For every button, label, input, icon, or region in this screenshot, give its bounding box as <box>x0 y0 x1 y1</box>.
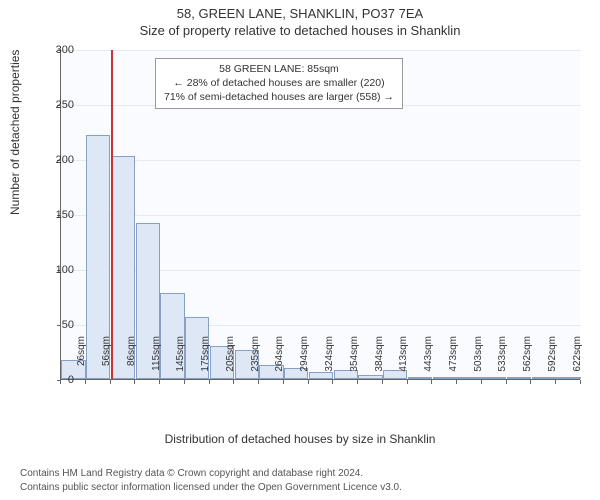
y-axis-label: Number of detached properties <box>8 50 22 215</box>
x-tick-mark <box>580 380 581 384</box>
x-tick-label: 562sqm <box>522 336 533 386</box>
x-tick-mark <box>159 380 160 384</box>
annotation-line-3: 71% of semi-detached houses are larger (… <box>164 90 394 104</box>
x-tick-mark <box>357 380 358 384</box>
y-tick-label: 50 <box>34 319 74 331</box>
footer-attribution: Contains HM Land Registry data © Crown c… <box>20 467 402 494</box>
y-tick-label: 100 <box>34 264 74 276</box>
y-tick-label: 150 <box>34 209 74 221</box>
x-tick-mark <box>308 380 309 384</box>
x-tick-mark <box>382 380 383 384</box>
x-tick-label: 384sqm <box>374 336 385 386</box>
x-tick-label: 264sqm <box>274 336 285 386</box>
x-tick-label: 145sqm <box>175 336 186 386</box>
x-tick-mark <box>134 380 135 384</box>
plot-area: 58 GREEN LANE: 85sqm ← 28% of detached h… <box>60 50 580 380</box>
x-tick-mark <box>555 380 556 384</box>
x-tick-mark <box>258 380 259 384</box>
page-title: 58, GREEN LANE, SHANKLIN, PO37 7EA <box>0 0 600 21</box>
x-tick-label: 324sqm <box>324 336 335 386</box>
annotation-box: 58 GREEN LANE: 85sqm ← 28% of detached h… <box>155 58 403 109</box>
marker-line <box>111 50 113 379</box>
grid-line <box>61 160 581 161</box>
footer-line-1: Contains HM Land Registry data © Crown c… <box>20 467 402 481</box>
x-tick-mark <box>110 380 111 384</box>
x-tick-mark <box>283 380 284 384</box>
x-tick-label: 26sqm <box>76 336 87 386</box>
x-tick-label: 413sqm <box>398 336 409 386</box>
annotation-line-1: 58 GREEN LANE: 85sqm <box>164 62 394 76</box>
chart-area: 58 GREEN LANE: 85sqm ← 28% of detached h… <box>60 50 580 380</box>
grid-line <box>61 50 581 51</box>
x-tick-label: 443sqm <box>423 336 434 386</box>
y-tick-label: 250 <box>34 99 74 111</box>
x-tick-label: 592sqm <box>547 336 558 386</box>
chart-container: 58, GREEN LANE, SHANKLIN, PO37 7EA Size … <box>0 0 600 500</box>
x-tick-label: 503sqm <box>473 336 484 386</box>
x-tick-label: 115sqm <box>151 336 162 386</box>
x-tick-label: 205sqm <box>225 336 236 386</box>
x-tick-mark <box>506 380 507 384</box>
x-tick-mark <box>332 380 333 384</box>
x-tick-mark <box>233 380 234 384</box>
x-tick-mark <box>209 380 210 384</box>
annotation-line-2: ← 28% of detached houses are smaller (22… <box>164 76 394 90</box>
x-tick-mark <box>456 380 457 384</box>
x-tick-label: 294sqm <box>299 336 310 386</box>
y-tick-label: 200 <box>34 154 74 166</box>
x-tick-label: 622sqm <box>572 336 583 386</box>
x-tick-mark <box>184 380 185 384</box>
x-tick-mark <box>481 380 482 384</box>
x-tick-mark <box>530 380 531 384</box>
y-tick-label: 0 <box>34 374 74 386</box>
x-axis-label: Distribution of detached houses by size … <box>0 432 600 446</box>
page-subtitle: Size of property relative to detached ho… <box>0 21 600 38</box>
x-tick-label: 56sqm <box>101 336 112 386</box>
x-tick-label: 175sqm <box>200 336 211 386</box>
x-tick-mark <box>85 380 86 384</box>
x-tick-mark <box>407 380 408 384</box>
x-tick-label: 86sqm <box>126 336 137 386</box>
footer-line-2: Contains public sector information licen… <box>20 481 402 495</box>
x-tick-label: 354sqm <box>349 336 360 386</box>
y-tick-label: 300 <box>34 44 74 56</box>
x-tick-label: 235sqm <box>250 336 261 386</box>
x-tick-mark <box>431 380 432 384</box>
grid-line <box>61 215 581 216</box>
x-tick-label: 533sqm <box>497 336 508 386</box>
x-tick-label: 473sqm <box>448 336 459 386</box>
